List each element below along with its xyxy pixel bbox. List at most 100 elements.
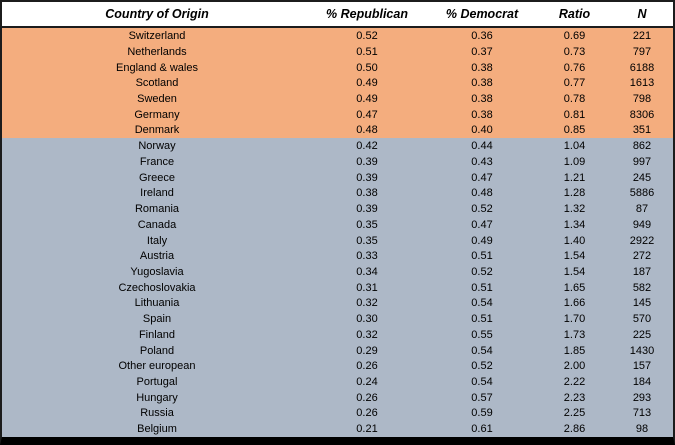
table-row: Italy 0.35 0.49 1.40 2922	[2, 232, 673, 249]
n-cell: 272	[632, 250, 652, 263]
n-cell: 245	[632, 171, 652, 184]
table-row: Sweden 0.49 0.38 0.78 798	[2, 91, 673, 107]
country-cell: Sweden	[137, 93, 177, 106]
country-cell: Canada	[137, 218, 177, 231]
table-header: Country of Origin % Republican % Democra…	[2, 2, 673, 28]
n-cell: 351	[632, 124, 652, 137]
column-header-pct-democrat: % Democrat	[422, 2, 542, 28]
country-cell: Belgium	[137, 423, 177, 436]
country-cell: Portugal	[136, 375, 178, 388]
country-cell: Germany	[134, 108, 180, 121]
pct-republican-cell: 0.31	[356, 281, 378, 294]
country-cell: Austria	[139, 250, 175, 263]
n-cell: 293	[632, 391, 652, 404]
table-body: Switzerland 0.52 0.36 0.69 221 Netherlands 0.5…	[2, 27, 673, 437]
pct-democrat-cell: 0.51	[471, 281, 493, 294]
pct-democrat-cell: 0.52	[471, 203, 493, 216]
pct-republican-cell: 0.49	[356, 77, 378, 90]
pct-democrat-cell: 0.47	[471, 218, 493, 231]
ratio-cell: 0.78	[563, 93, 586, 106]
pct-republican-cell: 0.48	[356, 124, 378, 137]
ratio-cell: 1.40	[563, 234, 586, 247]
pct-democrat-cell: 0.54	[471, 344, 493, 357]
n-cell: 1613	[629, 77, 655, 90]
pct-democrat-cell: 0.38	[471, 108, 493, 121]
n-cell: 187	[632, 265, 652, 278]
pct-democrat-cell: 0.43	[471, 155, 493, 168]
table-row: Austria 0.33 0.51 1.54 272	[2, 248, 673, 265]
table-row: Ireland 0.38 0.48 1.28 5886	[2, 185, 673, 202]
pct-republican-cell: 0.30	[356, 313, 378, 326]
pct-republican-cell: 0.24	[356, 375, 378, 388]
ratio-cell: 0.69	[563, 30, 586, 42]
table-row: Lithuania 0.32 0.54 1.66 145	[2, 295, 673, 312]
n-cell: 87	[635, 203, 649, 216]
pct-republican-cell: 0.39	[356, 203, 378, 216]
n-cell: 221	[632, 30, 652, 42]
ratio-cell: 1.70	[563, 313, 586, 326]
n-cell: 8306	[629, 108, 655, 121]
pct-republican-cell: 0.32	[356, 328, 378, 341]
n-cell: 1430	[629, 344, 655, 357]
n-cell: 2922	[629, 234, 655, 247]
n-cell: 797	[632, 45, 652, 58]
pct-democrat-cell: 0.38	[471, 77, 493, 90]
ratio-cell: 1.34	[563, 218, 586, 231]
table-row: Scotland 0.49 0.38 0.77 1613	[2, 75, 673, 92]
ratio-cell: 1.85	[563, 344, 586, 357]
pct-democrat-cell: 0.48	[471, 187, 493, 200]
pct-republican-cell: 0.26	[356, 360, 378, 373]
table-row: Netherlands 0.51 0.37 0.73 797	[2, 44, 673, 60]
column-header-ratio: Ratio	[542, 2, 607, 28]
table-row: England & wales 0.50 0.38 0.76 6188	[2, 59, 673, 76]
pct-democrat-cell: 0.59	[471, 407, 493, 420]
country-cell: Netherlands	[127, 45, 187, 58]
country-cell: Scotland	[135, 77, 179, 90]
pct-republican-cell: 0.39	[356, 155, 378, 168]
n-cell: 6188	[629, 61, 655, 74]
ratio-cell: 0.85	[563, 124, 586, 137]
table-row: Czechoslovakia 0.31 0.51 1.65 582	[2, 279, 673, 296]
ratio-cell: 2.25	[563, 407, 586, 420]
country-cell: Switzerland	[128, 30, 186, 42]
pct-democrat-cell: 0.51	[471, 250, 493, 263]
table-row: Greece 0.39 0.47 1.21 245	[2, 169, 673, 186]
column-header-country: Country of Origin	[2, 2, 312, 28]
pct-democrat-cell: 0.44	[471, 140, 493, 153]
column-header-pct-republican: % Republican	[312, 2, 422, 28]
n-cell: 98	[635, 423, 649, 436]
header-row: Country of Origin % Republican % Democra…	[2, 2, 673, 28]
pct-republican-cell: 0.47	[356, 108, 378, 121]
table-row: Yugoslavia 0.34 0.52 1.54 187	[2, 264, 673, 280]
table-row: Romania 0.39 0.52 1.32 87	[2, 201, 673, 217]
table-row: Russia 0.26 0.59 2.25 713	[2, 405, 673, 422]
country-cell: Greece	[138, 171, 176, 184]
country-cell: Poland	[139, 344, 175, 357]
pct-republican-cell: 0.26	[356, 407, 378, 420]
ratio-cell: 1.65	[563, 281, 586, 294]
pct-democrat-cell: 0.61	[471, 423, 493, 436]
country-cell: England & wales	[116, 61, 198, 74]
pct-republican-cell: 0.39	[356, 171, 378, 184]
country-cell: Spain	[142, 313, 172, 326]
table-row: Finland 0.32 0.55 1.73 225	[2, 326, 673, 343]
pct-republican-cell: 0.38	[356, 187, 378, 200]
ratio-cell: 1.66	[563, 297, 586, 310]
ratio-cell: 1.04	[563, 140, 586, 153]
n-cell: 570	[632, 313, 652, 326]
n-cell: 949	[632, 218, 652, 231]
pct-democrat-cell: 0.52	[471, 360, 493, 373]
n-cell: 862	[632, 140, 652, 153]
ratio-cell: 1.28	[563, 187, 586, 200]
ratio-cell: 1.54	[563, 250, 586, 263]
ratio-cell: 1.09	[563, 155, 586, 168]
country-cell: Russia	[140, 407, 174, 420]
n-cell: 157	[632, 360, 652, 373]
country-cell: Other european	[118, 360, 196, 373]
pct-democrat-cell: 0.52	[471, 265, 493, 278]
n-cell: 997	[632, 155, 652, 168]
pct-democrat-cell: 0.51	[471, 313, 493, 326]
table-row: Hungary 0.26 0.57 2.23 293	[2, 389, 673, 406]
table-row: Other european 0.26 0.52 2.00 157	[2, 358, 673, 375]
data-table: Country of Origin % Republican % Democra…	[2, 2, 673, 437]
